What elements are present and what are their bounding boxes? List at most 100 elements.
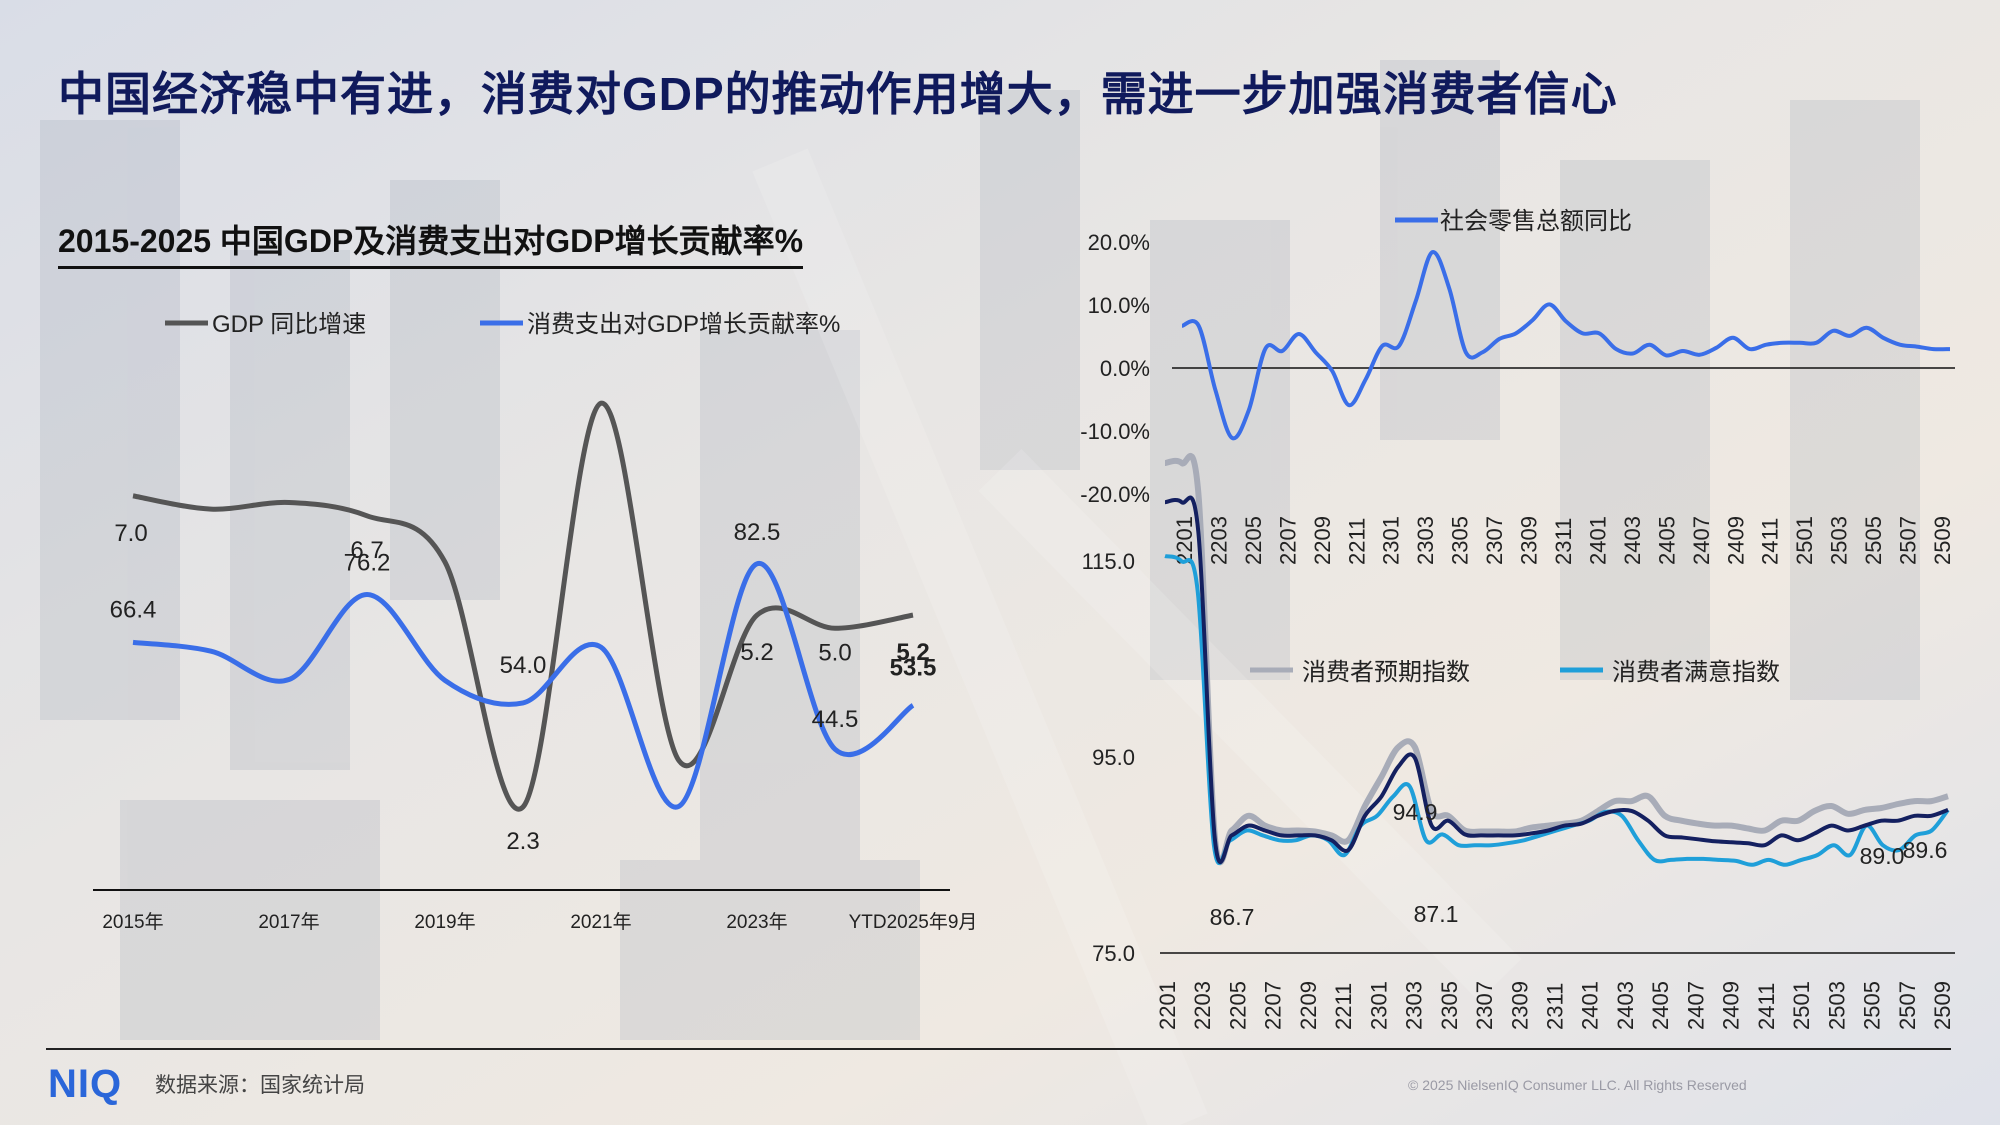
confidence-x-tick: 2205 bbox=[1225, 981, 1250, 1030]
gdp-value-label: 5.2 bbox=[896, 639, 929, 666]
satisfaction-index-line bbox=[1164, 554, 1950, 867]
niq-logo: NIQ bbox=[48, 1062, 123, 1106]
confidence-x-tick: 2409 bbox=[1719, 981, 1744, 1030]
consumption-value-label: 76.2 bbox=[344, 550, 391, 577]
confidence-y-tick-labels: 115.0 95.0 75.0 bbox=[1082, 549, 1135, 966]
confidence-value-label: 89.6 bbox=[1903, 837, 1948, 863]
data-source: 数据来源：国家统计局 bbox=[155, 1074, 365, 1097]
confidence-x-tick: 2305 bbox=[1437, 981, 1462, 1030]
consumption-contribution-line bbox=[132, 561, 915, 810]
confidence-y-tick: 75.0 bbox=[1092, 941, 1135, 966]
legend-gdp-label: GDP 同比增速 bbox=[212, 311, 366, 338]
confidence-x-tick: 2503 bbox=[1824, 981, 1849, 1030]
retail-x-tick: 2505 bbox=[1861, 516, 1886, 565]
retail-x-tick: 2407 bbox=[1689, 516, 1714, 565]
legend-satisfaction-label: 消费者满意指数 bbox=[1612, 659, 1780, 686]
confidence-x-tick: 2211 bbox=[1331, 983, 1356, 1030]
confidence-y-tick: 95.0 bbox=[1092, 745, 1135, 770]
retail-x-tick: 2411 bbox=[1758, 518, 1783, 565]
confidence-data-labels: 94.9 86.7 87.1 89.089.6 bbox=[1210, 799, 1948, 930]
gdp-growth-line bbox=[132, 400, 914, 812]
gdp-value-label: 7.0 bbox=[114, 520, 147, 547]
retail-y-tick: -10.0% bbox=[1080, 419, 1150, 444]
retail-sales-yoy-line bbox=[1181, 250, 1951, 441]
confidence-x-tick: 2411 bbox=[1754, 983, 1779, 1030]
gdp-x-tick: 2019年 bbox=[414, 911, 475, 933]
copyright: © 2025 NielsenIQ Consumer LLC. All Right… bbox=[1408, 1077, 1747, 1093]
gdp-x-tick-labels: 2015年 2017年 2019年 2021年 2023年 YTD2025年9月 bbox=[102, 911, 977, 933]
consumption-value-label: 82.5 bbox=[734, 519, 781, 546]
footer-divider bbox=[46, 1048, 1951, 1050]
confidence-x-tick: 2407 bbox=[1683, 981, 1708, 1030]
confidence-y-tick: 115.0 bbox=[1082, 549, 1135, 574]
confidence-x-tick: 2307 bbox=[1472, 981, 1497, 1030]
gdp-x-tick: YTD2025年9月 bbox=[849, 911, 978, 933]
retail-x-tick: 2509 bbox=[1930, 516, 1955, 565]
retail-x-tick: 2307 bbox=[1482, 516, 1507, 565]
confidence-x-tick-labels: 2201 2203 2205 2207 2209 2211 2301 2303 2305 2307… bbox=[1155, 981, 1955, 1030]
retail-x-tick: 2305 bbox=[1448, 516, 1473, 565]
confidence-value-label: 87.1 bbox=[1414, 901, 1459, 927]
confidence-x-tick: 2207 bbox=[1261, 981, 1286, 1030]
retail-x-tick: 2409 bbox=[1723, 516, 1748, 565]
confidence-x-tick: 2303 bbox=[1402, 981, 1427, 1030]
gdp-x-tick: 2017年 bbox=[258, 911, 319, 933]
retail-x-tick: 2301 bbox=[1379, 516, 1404, 565]
consumption-value-label: 53.5 bbox=[890, 654, 937, 681]
retail-x-tick: 2203 bbox=[1206, 516, 1231, 565]
legend-expectation-label: 消费者预期指数 bbox=[1302, 659, 1470, 686]
consumption-value-label: 66.4 bbox=[110, 596, 157, 623]
legend-retail-label: 社会零售总额同比 bbox=[1440, 208, 1632, 235]
retail-y-tick: -20.0% bbox=[1080, 482, 1150, 507]
confidence-x-tick: 2401 bbox=[1578, 981, 1603, 1030]
gdp-value-label: 2.3 bbox=[506, 828, 539, 855]
retail-y-tick: 20.0% bbox=[1088, 230, 1150, 255]
retail-x-tick: 2501 bbox=[1792, 516, 1817, 565]
confidence-x-tick: 2505 bbox=[1860, 981, 1885, 1030]
legend-consumption-label: 消费支出对GDP增长贡献率% bbox=[527, 311, 840, 338]
retail-x-tick: 2309 bbox=[1517, 516, 1542, 565]
retail-x-tick: 2207 bbox=[1275, 516, 1300, 565]
retail-x-tick: 2405 bbox=[1654, 516, 1679, 565]
retail-x-tick: 2209 bbox=[1310, 516, 1335, 565]
consumption-value-label: 54.0 bbox=[500, 652, 547, 679]
gdp-x-tick: 2023年 bbox=[726, 911, 787, 933]
gdp-x-tick: 2015年 bbox=[102, 911, 163, 933]
chart-title-gdp: 2015-2025 中国GDP及消费支出对GDP增长贡献率% bbox=[58, 216, 804, 269]
confidence-x-tick: 2209 bbox=[1296, 981, 1321, 1030]
retail-x-tick: 2211 bbox=[1344, 518, 1369, 565]
confidence-x-tick: 2301 bbox=[1366, 981, 1391, 1030]
gdp-data-labels: 7.0 6.7 2.3 5.2 5.0 5.2 66.4 76.2 54.0 82.5 44.5 53… bbox=[110, 519, 937, 855]
retail-y-tick-labels: 20.0% 10.0% 0.0% -10.0% -20.0% bbox=[1080, 230, 1150, 507]
gdp-value-label: 5.2 bbox=[740, 639, 773, 666]
retail-x-tick: 2403 bbox=[1620, 516, 1645, 565]
gdp-value-label: 6.7 bbox=[350, 537, 383, 564]
confidence-index-line bbox=[1164, 495, 1949, 864]
confidence-x-tick: 2501 bbox=[1789, 981, 1814, 1030]
retail-x-tick: 2503 bbox=[1827, 516, 1852, 565]
retail-y-tick: 0.0% bbox=[1100, 356, 1150, 381]
confidence-x-tick: 2311 bbox=[1543, 983, 1568, 1030]
confidence-value-label: 86.7 bbox=[1210, 904, 1255, 930]
confidence-x-tick: 2405 bbox=[1648, 981, 1673, 1030]
confidence-x-tick: 2507 bbox=[1895, 981, 1920, 1030]
retail-x-tick: 2401 bbox=[1585, 516, 1610, 565]
retail-x-tick: 2311 bbox=[1551, 518, 1576, 565]
consumption-value-label: 44.5 bbox=[812, 706, 859, 733]
gdp-x-tick: 2021年 bbox=[570, 911, 631, 933]
confidence-value-label: 89.0 bbox=[1860, 843, 1905, 869]
confidence-x-tick: 2203 bbox=[1190, 981, 1215, 1030]
confidence-value-label: 94.9 bbox=[1393, 799, 1438, 825]
retail-y-tick: 10.0% bbox=[1088, 293, 1150, 318]
confidence-x-tick: 2309 bbox=[1507, 981, 1532, 1030]
confidence-x-tick: 2201 bbox=[1155, 981, 1180, 1030]
retail-x-tick: 2507 bbox=[1896, 516, 1921, 565]
retail-x-tick: 2303 bbox=[1413, 516, 1438, 565]
confidence-x-tick: 2403 bbox=[1613, 981, 1638, 1030]
page-title: 中国经济稳中有进，消费对GDP的推动作用增大，需进一步加强消费者信心 bbox=[58, 68, 1618, 120]
confidence-x-tick: 2509 bbox=[1930, 981, 1955, 1030]
gdp-value-label: 5.0 bbox=[818, 639, 851, 666]
